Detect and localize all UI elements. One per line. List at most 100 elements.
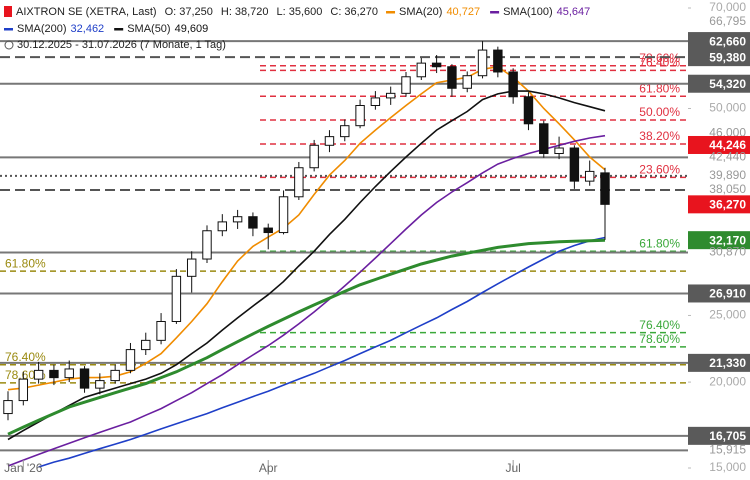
y-tick-label: 70,000	[709, 0, 746, 14]
fib-label: 50.00%	[639, 105, 680, 119]
candle-body	[340, 125, 350, 138]
price-label: 66,795	[709, 14, 746, 28]
price-label: 42,440	[709, 150, 746, 164]
plot: Jan '26 Apr Jul	[3, 41, 610, 475]
price-label: 38,050	[709, 182, 746, 196]
price-label: 15,915	[709, 442, 746, 456]
legend-text: SMA(100)	[503, 6, 553, 18]
x-tick-label: Jul	[505, 461, 520, 475]
price-label: 36,270	[709, 198, 746, 212]
levels: 78.60%76.40%61.80%50.00%38.20%23.60%61.8…	[0, 40, 688, 452]
legend-text: 32,462	[71, 23, 105, 35]
legend-text: 37,250	[179, 6, 213, 18]
legend-icon	[4, 6, 12, 17]
candle-body	[416, 62, 427, 78]
legend-swatch	[114, 28, 124, 31]
candle-body	[493, 49, 503, 73]
moving-average	[7, 134, 606, 467]
candle-body	[447, 66, 457, 89]
fib-label: 78.60%	[639, 332, 680, 346]
legend-text: 40,727	[446, 6, 480, 18]
y-tick-label: 50,000	[709, 101, 746, 115]
price-box	[688, 426, 750, 445]
candle-body	[232, 216, 243, 223]
legend-text: C:	[330, 6, 341, 18]
candle-body	[202, 230, 212, 260]
legend-swatch	[4, 28, 13, 31]
date-range: 30.12.2025 - 31.07.2026 (7 Monate, 1 Tag…	[17, 39, 226, 51]
candle-body	[523, 96, 534, 125]
candle-body	[110, 369, 120, 382]
legend-icon	[4, 40, 14, 50]
price-box	[688, 135, 750, 154]
legend-text: 38,720	[235, 6, 269, 18]
price-label: 16,705	[709, 429, 746, 443]
fib-label: 78.60%	[639, 51, 680, 65]
legend-text: AIXTRON SE (XETRA, Last)	[16, 6, 157, 18]
price-box	[688, 231, 750, 250]
candle-body	[18, 378, 29, 402]
candle-body	[462, 75, 472, 89]
candle-body	[324, 136, 335, 146]
candle-body	[401, 76, 411, 94]
candle-body	[248, 216, 258, 229]
legend-text: 35,600	[289, 6, 323, 18]
candle-body	[141, 339, 151, 351]
candle-body	[79, 368, 90, 389]
price-box	[688, 74, 750, 93]
fib-label: 76.40%	[639, 318, 680, 332]
candle-body	[539, 123, 549, 155]
moving-average	[7, 65, 606, 391]
candle-body	[477, 49, 488, 77]
price-label: 30,870	[709, 245, 746, 259]
legend-text: SMA(20)	[399, 6, 442, 18]
candle-body	[431, 62, 442, 68]
fib-label: 38.20%	[639, 129, 680, 143]
y-tick-label: 20,000	[709, 374, 746, 388]
price-label: 44,246	[709, 138, 746, 152]
legend-swatch	[490, 11, 500, 14]
price-label: 39,890	[709, 168, 746, 182]
candle-body	[186, 258, 197, 277]
price-box	[688, 195, 750, 214]
price-label: 21,330	[709, 356, 746, 370]
candle-body	[263, 227, 273, 234]
price-label: 59,380	[709, 50, 746, 64]
moving-average	[7, 90, 606, 441]
price-axis: 70,000 50,000 25,000 20,000 15,000 66,795 62,6…	[688, 0, 750, 474]
candle-body	[95, 380, 105, 389]
price-label: 26,910	[709, 287, 746, 301]
candle-body	[309, 144, 319, 169]
legend-text: 49,609	[175, 23, 209, 35]
moving-average	[7, 238, 606, 436]
y-tick-label: 15,000	[709, 460, 746, 474]
candle-body	[3, 400, 13, 415]
price-box	[688, 48, 750, 67]
candle-body	[125, 349, 136, 371]
legend-text: 45,647	[557, 6, 591, 18]
x-tick-label: Apr	[259, 461, 278, 475]
legend-text: SMA(200)	[17, 23, 67, 35]
legend-text: O:	[165, 6, 177, 18]
fib-label: 61.80%	[639, 81, 680, 95]
candle-body	[385, 92, 396, 99]
fib-label: 61.80%	[5, 256, 46, 270]
candle-body	[171, 275, 182, 322]
legend-text: 36,270	[344, 6, 378, 18]
candle-body	[554, 147, 564, 155]
candle-body	[156, 320, 166, 341]
candle-body	[49, 369, 59, 379]
candle-body	[64, 368, 74, 379]
legend-text: H:	[221, 6, 232, 18]
price-box	[688, 353, 750, 372]
candle-body	[569, 147, 580, 182]
price-label: 32,170	[709, 233, 746, 247]
candle-body	[294, 167, 304, 198]
price-box	[688, 32, 750, 51]
candle-body	[278, 196, 289, 234]
legend-swatch	[386, 11, 396, 14]
price-label: 62,660	[709, 34, 746, 48]
fib-label: 23.60%	[639, 163, 680, 177]
price-label: 54,320	[709, 77, 746, 91]
